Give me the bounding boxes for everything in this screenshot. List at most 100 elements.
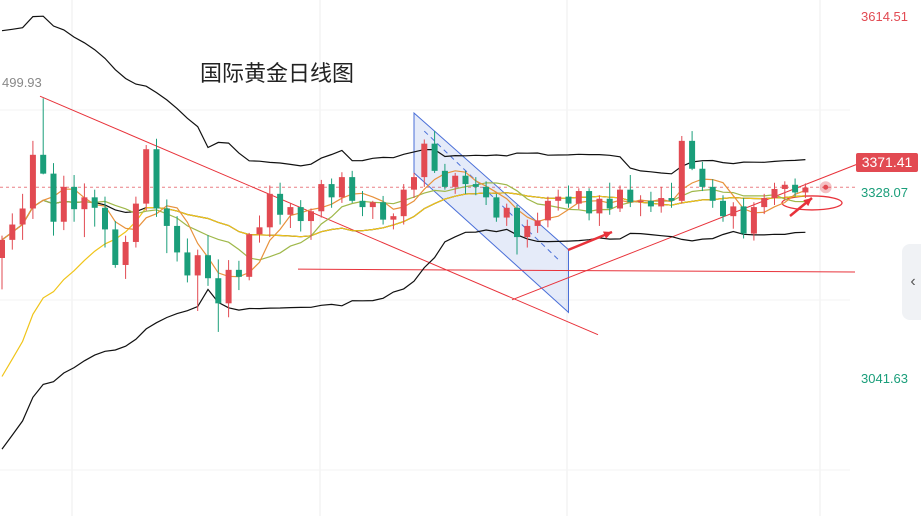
candle-body (441, 170, 448, 187)
candle (287, 203, 294, 229)
candle (730, 202, 737, 229)
candle-body (338, 177, 345, 198)
candle (143, 145, 150, 211)
candle (524, 219, 531, 248)
chevron-left-icon[interactable]: ‹ (902, 244, 921, 320)
highlight-ellipse (781, 195, 843, 211)
candle (411, 172, 417, 199)
chart-title: 国际黄金日线图 (200, 62, 355, 87)
y-tick-label-mid: 3328.07 (861, 185, 908, 200)
candle (740, 198, 747, 239)
candle (750, 202, 757, 241)
candle (102, 196, 108, 248)
candle-body (699, 168, 706, 187)
candle (132, 196, 139, 248)
candle-body (60, 186, 67, 222)
candle-body (91, 197, 98, 208)
candle (637, 195, 644, 217)
candle (205, 234, 211, 286)
candle (40, 98, 47, 175)
candle (483, 181, 490, 206)
candle (699, 161, 706, 192)
candle (400, 184, 407, 225)
candle-body (781, 184, 788, 189)
candle-body (235, 269, 242, 277)
candle-body (730, 206, 737, 217)
candle-body (246, 234, 253, 277)
candle (503, 203, 510, 226)
candle-body (678, 140, 685, 201)
candle (225, 260, 232, 318)
candle (122, 235, 129, 279)
candle-body (462, 175, 469, 185)
candle-body (266, 193, 273, 228)
candle-body (421, 143, 428, 178)
candle-body (287, 207, 294, 215)
candle-body (277, 193, 284, 215)
ascending-trend-line (511, 163, 859, 301)
candle (462, 170, 469, 194)
candle-body (452, 175, 459, 187)
candle (617, 185, 623, 212)
trend-arrows (567, 197, 813, 252)
candle (421, 139, 428, 187)
candle (534, 212, 541, 233)
candle (544, 196, 551, 228)
candle-body (524, 225, 531, 238)
candle-body (29, 154, 36, 209)
candle (71, 175, 78, 222)
candle-body (761, 198, 768, 208)
annotations (39, 95, 859, 336)
candle (514, 205, 520, 255)
y-tick-label-top: 3614.51 (861, 9, 908, 24)
candle (112, 221, 119, 268)
candle-body (647, 200, 654, 207)
candle (596, 195, 603, 226)
candle-body (411, 177, 417, 190)
bollinger-lower (1, 228, 806, 450)
candle (781, 181, 788, 199)
candle (81, 183, 88, 238)
arrow-right-head (803, 198, 812, 207)
candle-body (71, 186, 78, 210)
candle (575, 188, 582, 210)
candle-body (472, 184, 479, 187)
candle (174, 216, 181, 262)
candle-body (349, 177, 356, 201)
candle-body (400, 189, 407, 217)
candle (91, 189, 98, 227)
candle-body (771, 188, 778, 199)
candle (709, 179, 716, 208)
candle-body (19, 208, 26, 225)
candle (184, 238, 191, 283)
candle (586, 188, 593, 221)
candle-body (184, 252, 191, 276)
candle (668, 182, 675, 208)
candle (60, 175, 67, 231)
candle (472, 177, 479, 196)
candle-body (122, 241, 129, 265)
candle-body (740, 206, 747, 234)
candle-body (174, 225, 181, 253)
candle (761, 193, 768, 215)
candle (235, 260, 242, 291)
current-price-tag: 3371.41 (856, 153, 918, 172)
arrow-right (789, 197, 813, 217)
support-line (297, 268, 856, 273)
candle-body (328, 184, 335, 198)
candle-body (792, 184, 799, 193)
candle-body (256, 227, 263, 235)
candle-body (658, 198, 665, 207)
candle-body (40, 154, 47, 174)
candle (163, 199, 170, 254)
candle-body (431, 143, 438, 171)
grid (0, 0, 855, 516)
candle-body (194, 255, 201, 276)
candle-body (565, 196, 572, 204)
candle (678, 135, 685, 204)
candle (308, 208, 314, 240)
live-price-dot (823, 184, 829, 190)
candle (771, 182, 778, 206)
y-tick-label-low: 3041.63 (861, 371, 908, 386)
candle-body (163, 208, 170, 226)
